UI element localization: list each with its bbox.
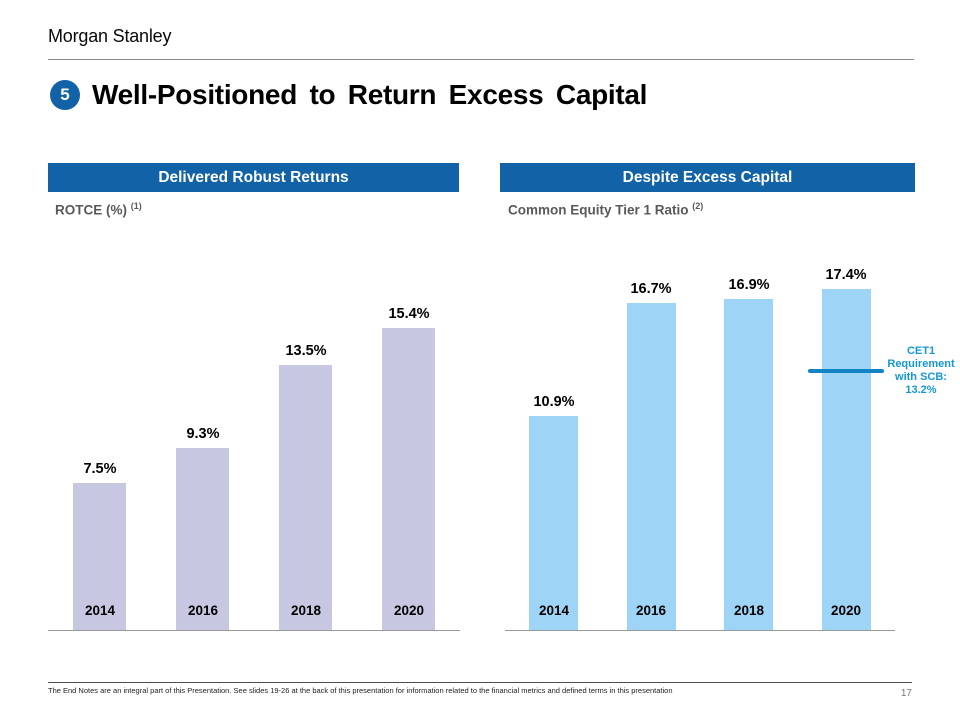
left-subtitle-footnote: (1) [130, 201, 142, 211]
bar-value-label: 13.5% [285, 343, 327, 359]
x-axis-label: 2016 [187, 603, 219, 618]
annotation-line: CET1 [906, 345, 936, 357]
x-axis-label: 2014 [84, 603, 116, 618]
slide-number-badge: 5 [50, 80, 80, 110]
annotation-line: with SCB: [895, 371, 947, 383]
page-number: 17 [900, 688, 912, 699]
x-axis-label: 2018 [290, 603, 322, 618]
cet1-requirement-line [808, 369, 884, 373]
right-panel-header: Despite Excess Capital [500, 163, 915, 192]
bar-2020 [382, 328, 435, 630]
bar-value-label: 9.3% [186, 426, 220, 442]
annotation-line: Requirement [887, 358, 955, 370]
footer-divider [48, 682, 912, 683]
x-axis-label: 2014 [538, 603, 570, 618]
x-axis-label: 2020 [393, 603, 425, 618]
bar-value-label: 10.9% [533, 394, 575, 410]
bar-2018 [724, 299, 773, 630]
slide-title: Well-Positioned to Return Excess Capital [92, 79, 648, 110]
x-axis-label: 2020 [830, 603, 862, 618]
title-row: 5 Well-Positioned to Return Excess Capit… [50, 79, 647, 111]
bar-2016 [176, 448, 229, 630]
end-notes-text: The End Notes are an integral part of th… [48, 686, 673, 695]
bar-2020 [822, 289, 871, 630]
bar-value-label: 17.4% [825, 267, 867, 283]
annotation-line: 13.2% [905, 384, 937, 396]
bar-2014 [529, 416, 578, 630]
rotce-bar-chart: 7.5% 9.3% 13.5% 15.4% 2014 2016 2018 2020 [48, 250, 460, 660]
right-subtitle-text: Common Equity Tier 1 Ratio [508, 202, 689, 218]
x-axis-label: 2016 [635, 603, 667, 618]
cet1-requirement-annotation: CET1 Requirement with SCB: 13.2% [882, 345, 960, 397]
cet1-bar-chart: 10.9% 16.7% 16.9% 17.4% CET1 Requirement with … [500, 250, 955, 660]
bar-value-label: 15.4% [388, 306, 430, 322]
bar-2014 [73, 483, 126, 630]
left-subtitle-text: ROTCE (%) [55, 202, 127, 218]
rotce-chart-plot-area: 7.5% 9.3% 13.5% 15.4% [48, 285, 460, 631]
cet1-chart-plot-area: 10.9% 16.7% 16.9% 17.4% CET1 Requirement with … [505, 267, 955, 631]
bar-value-label: 16.7% [630, 281, 672, 297]
left-chart-subtitle: ROTCE (%) (1) [55, 201, 142, 218]
left-panel-header: Delivered Robust Returns [48, 163, 459, 192]
bar-value-label: 7.5% [83, 461, 117, 477]
right-subtitle-footnote: (2) [692, 201, 704, 211]
morgan-stanley-logo: Morgan Stanley [48, 26, 172, 46]
bar-2018 [279, 365, 332, 630]
right-chart-subtitle: Common Equity Tier 1 Ratio (2) [508, 201, 703, 218]
bar-2016 [627, 303, 676, 630]
header-divider [48, 59, 914, 60]
x-axis-label: 2018 [733, 603, 765, 618]
bar-value-label: 16.9% [728, 277, 770, 293]
